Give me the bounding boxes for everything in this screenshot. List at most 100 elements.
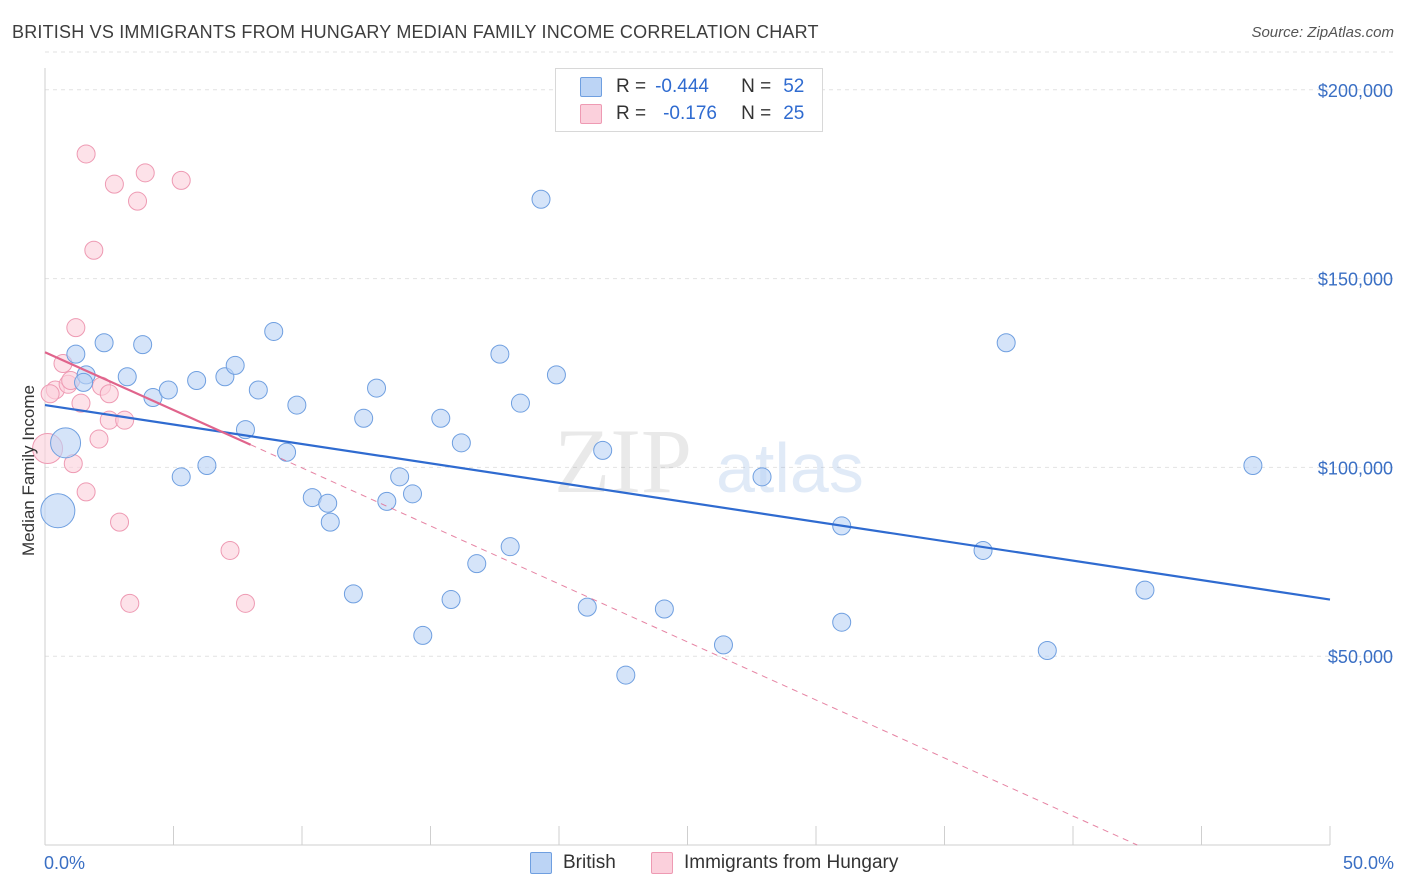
british-point-50 — [1135, 580, 1155, 600]
hungary-point-15 — [110, 512, 130, 532]
british-point-10 — [187, 371, 207, 391]
bottom-legend-hungary[interactable]: Immigrants from Hungary — [651, 852, 898, 874]
british-legend-swatch — [530, 852, 552, 874]
trend-lines — [44, 351, 1331, 846]
british-legend-label: British — [563, 852, 616, 873]
british-point-41 — [616, 665, 636, 685]
british-point-23 — [354, 408, 374, 428]
bottom-legend: British Immigrants from Hungary — [0, 852, 1406, 878]
british-point-0 — [40, 493, 76, 529]
hungary-point-19 — [128, 191, 148, 211]
y-tick-label-2: $150,000 — [1318, 270, 1393, 290]
hungary-point-16 — [76, 144, 96, 164]
hungary-point-9 — [84, 240, 104, 260]
chart-title: BRITISH VS IMMIGRANTS FROM HUNGARY MEDIA… — [12, 22, 819, 42]
hungary-point-13 — [99, 384, 119, 404]
british-point-27 — [403, 484, 423, 504]
british-point-38 — [467, 554, 487, 574]
british-point-33 — [546, 365, 566, 385]
british-point-12 — [225, 355, 245, 375]
british-point-3 — [94, 333, 114, 353]
hungary-point-17 — [115, 410, 135, 430]
legend-row-hungary: R = -0.176 N = 25 — [580, 102, 804, 126]
y-tick-label-3: $200,000 — [1318, 81, 1393, 101]
british-point-35 — [343, 584, 363, 604]
british-r-value: -0.444 — [655, 76, 709, 97]
hungary-trend-extension — [250, 444, 1138, 846]
british-r-label: R = — [616, 76, 647, 97]
british-point-22 — [320, 512, 340, 532]
x-tick-max: 50.0% — [1343, 853, 1394, 873]
british-point-30 — [490, 344, 510, 364]
hungary-r-value: -0.176 — [663, 103, 717, 124]
y-axis-label: Median Family Income — [19, 385, 38, 556]
british-point-1 — [50, 427, 82, 459]
british-point-37 — [441, 590, 461, 610]
x-tick-min: 0.0% — [44, 853, 85, 873]
british-swatch — [580, 77, 602, 97]
watermark: ZIP atlas — [554, 410, 864, 512]
hungary-trend-line — [44, 351, 252, 446]
hungary-swatch — [580, 104, 602, 124]
y-tick-label-0: $50,000 — [1328, 647, 1393, 667]
british-point-29 — [451, 433, 471, 453]
british-point-4 — [133, 335, 153, 355]
hungary-legend-swatch — [651, 852, 673, 874]
british-point-14 — [264, 321, 284, 341]
hungary-point-21 — [171, 170, 191, 190]
british-point-46 — [832, 612, 852, 632]
y-tick-label-1: $100,000 — [1318, 458, 1393, 478]
hungary-point-7 — [71, 393, 91, 413]
british-point-26 — [390, 467, 410, 487]
hungary-point-8 — [76, 482, 96, 502]
watermark-atlas: atlas — [716, 429, 864, 507]
british-point-28 — [431, 408, 451, 428]
hungary-r-label: R = — [616, 103, 647, 124]
british-n-label: N = — [741, 76, 772, 97]
british-point-32 — [531, 189, 551, 209]
british-point-9 — [158, 380, 178, 400]
british-point-44 — [752, 467, 772, 487]
british-point-19 — [197, 455, 217, 475]
legend-row-british: R = -0.444 N = 52 — [580, 75, 804, 99]
british-points — [40, 189, 1263, 685]
british-point-47 — [996, 333, 1016, 353]
bottom-legend-british[interactable]: British — [530, 852, 616, 874]
british-point-49 — [1037, 641, 1057, 661]
british-point-25 — [377, 491, 397, 511]
axes — [44, 68, 1331, 846]
british-point-36 — [413, 625, 433, 645]
hungary-point-20 — [135, 163, 155, 183]
gridlines — [45, 51, 1394, 657]
british-point-2 — [66, 344, 86, 364]
british-point-40 — [577, 597, 597, 617]
british-point-34 — [593, 440, 613, 460]
hungary-n-value: 25 — [783, 103, 805, 124]
british-point-17 — [277, 442, 297, 462]
legend: R = -0.444 N = 52 R = -0.176 N = 25 — [555, 68, 823, 132]
hungary-n-label: N = — [741, 103, 772, 124]
british-point-18 — [171, 467, 191, 487]
hungary-points — [32, 144, 255, 613]
british-trend-line — [44, 403, 1331, 601]
british-point-48 — [973, 540, 993, 560]
hungary-point-10 — [89, 429, 109, 449]
british-point-39 — [500, 537, 520, 557]
hungary-point-14 — [104, 174, 124, 194]
british-point-51 — [1243, 455, 1263, 475]
british-point-42 — [654, 599, 674, 619]
british-point-24 — [367, 378, 387, 398]
british-point-15 — [287, 395, 307, 415]
british-n-value: 52 — [783, 76, 805, 97]
british-point-21 — [318, 493, 338, 513]
british-point-13 — [248, 380, 268, 400]
hungary-point-6 — [66, 318, 86, 338]
hungary-point-18 — [120, 593, 140, 613]
watermark-zip: ZIP — [554, 410, 692, 512]
british-point-7 — [74, 372, 94, 392]
hungary-point-23 — [235, 593, 255, 613]
british-point-31 — [510, 393, 530, 413]
british-point-43 — [713, 635, 733, 655]
y-tick-labels: $50,000 $100,000 $150,000 $200,000 — [1318, 81, 1393, 667]
